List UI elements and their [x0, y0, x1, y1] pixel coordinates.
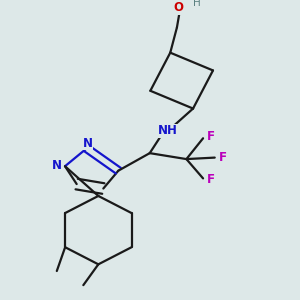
Text: N: N [83, 136, 93, 149]
Text: H: H [193, 0, 201, 8]
Text: F: F [219, 151, 227, 164]
Text: NH: NH [158, 124, 178, 137]
Text: O: O [174, 1, 184, 14]
Text: F: F [206, 130, 214, 143]
Text: N: N [52, 159, 62, 172]
Text: F: F [206, 173, 214, 186]
